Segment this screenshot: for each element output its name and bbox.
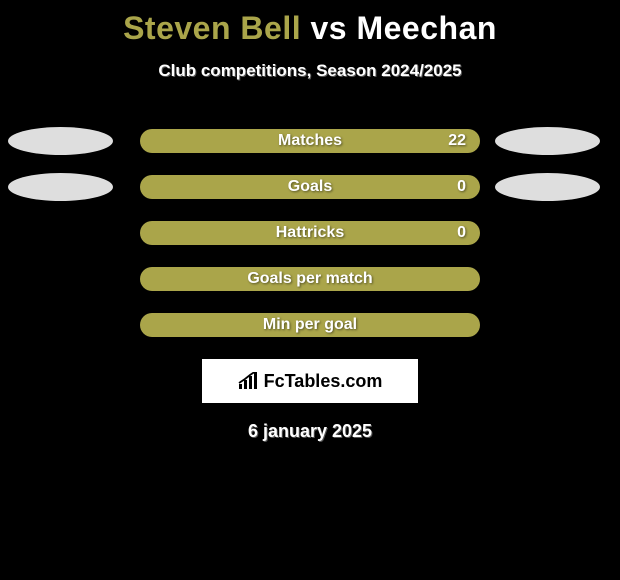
stat-bar: Hattricks 0 — [140, 221, 480, 245]
player1-ellipse — [8, 173, 113, 201]
comparison-title: Steven Bell vs Meechan — [0, 0, 620, 47]
stat-label: Hattricks — [276, 224, 344, 242]
logo-brand-text: FcTables.com — [264, 371, 383, 392]
stat-bar: Matches 22 — [140, 129, 480, 153]
stat-value: 0 — [457, 224, 466, 242]
stat-bar: Goals per match — [140, 267, 480, 291]
player1-name: Steven Bell — [123, 10, 301, 46]
stat-row: Min per goal — [0, 313, 620, 337]
logo-content: FcTables.com — [238, 371, 383, 392]
stat-bar: Goals 0 — [140, 175, 480, 199]
stat-label: Min per goal — [263, 316, 357, 334]
subtitle-text: Club competitions, Season 2024/2025 — [0, 61, 620, 81]
player2-name: Meechan — [356, 10, 496, 46]
stat-row: Goals per match — [0, 267, 620, 291]
stat-bar: Min per goal — [140, 313, 480, 337]
stat-label: Matches — [278, 132, 342, 150]
stat-row: Goals 0 — [0, 175, 620, 199]
stat-value: 0 — [457, 178, 466, 196]
date-text: 6 january 2025 — [0, 421, 620, 442]
chart-icon — [238, 372, 260, 390]
logo-box[interactable]: FcTables.com — [202, 359, 418, 403]
player1-ellipse — [8, 127, 113, 155]
stat-row: Hattricks 0 — [0, 221, 620, 245]
vs-text: vs — [310, 10, 347, 46]
player2-ellipse — [495, 127, 600, 155]
stat-label: Goals — [288, 178, 332, 196]
stat-value: 22 — [448, 132, 466, 150]
stats-container: Matches 22 Goals 0 Hattricks 0 Goals per match… — [0, 129, 620, 337]
stat-row: Matches 22 — [0, 129, 620, 153]
stat-label: Goals per match — [247, 270, 372, 288]
player2-ellipse — [495, 173, 600, 201]
